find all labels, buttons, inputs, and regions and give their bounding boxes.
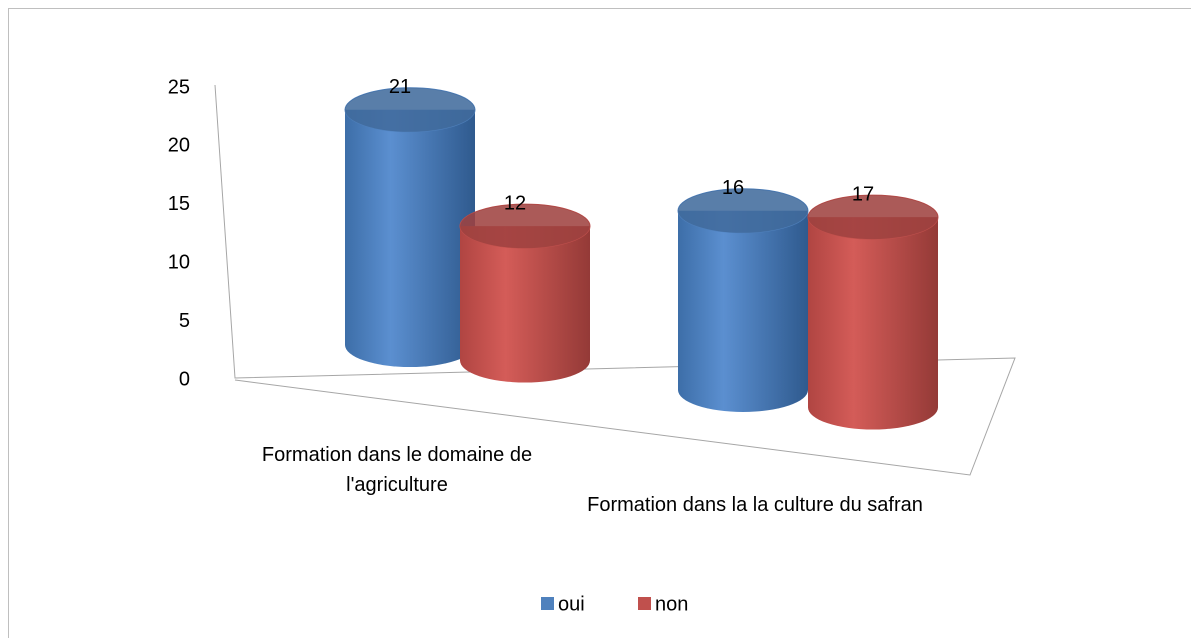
y-tick-label: 10 [168, 251, 190, 273]
y-tick-label: 0 [179, 368, 190, 390]
y-tick-label: 15 [168, 193, 190, 215]
data-label: 21 [389, 76, 411, 98]
cylinder-top [807, 194, 939, 240]
cylinder-top [459, 203, 591, 249]
cylinder-top-shade [678, 188, 808, 233]
y-tick-label: 25 [168, 76, 190, 98]
cylinder-top-shade [345, 87, 475, 132]
legend-swatch [541, 597, 554, 610]
frame [8, 8, 1191, 638]
floor-outline [214, 84, 1016, 476]
cylinder [807, 194, 939, 430]
cylinder [677, 188, 809, 412]
data-label: 17 [852, 183, 874, 205]
y-tick-label: 20 [168, 135, 190, 157]
cylinder-top [677, 188, 809, 234]
data-label: 12 [504, 192, 526, 214]
cylinder-top [344, 87, 476, 133]
x-tick-label: Formation dans la la culture du safran [587, 494, 923, 516]
cylinder-side [678, 210, 808, 412]
cylinder [459, 203, 591, 383]
legend-label: oui [558, 593, 585, 615]
cylinder-side [345, 109, 475, 368]
cylinder-top-shade [808, 195, 938, 240]
legend-swatch [638, 597, 651, 610]
y-tick-label: 5 [179, 310, 190, 332]
legend-label: non [655, 593, 688, 615]
cylinder-side [460, 226, 590, 383]
cylinder-top-shade [460, 204, 590, 249]
data-label: 16 [722, 177, 744, 199]
cylinder [344, 87, 476, 368]
x-tick-label: Formation dans le domaine de l'agricultu… [261, 444, 533, 496]
cylinder-side [808, 217, 938, 430]
